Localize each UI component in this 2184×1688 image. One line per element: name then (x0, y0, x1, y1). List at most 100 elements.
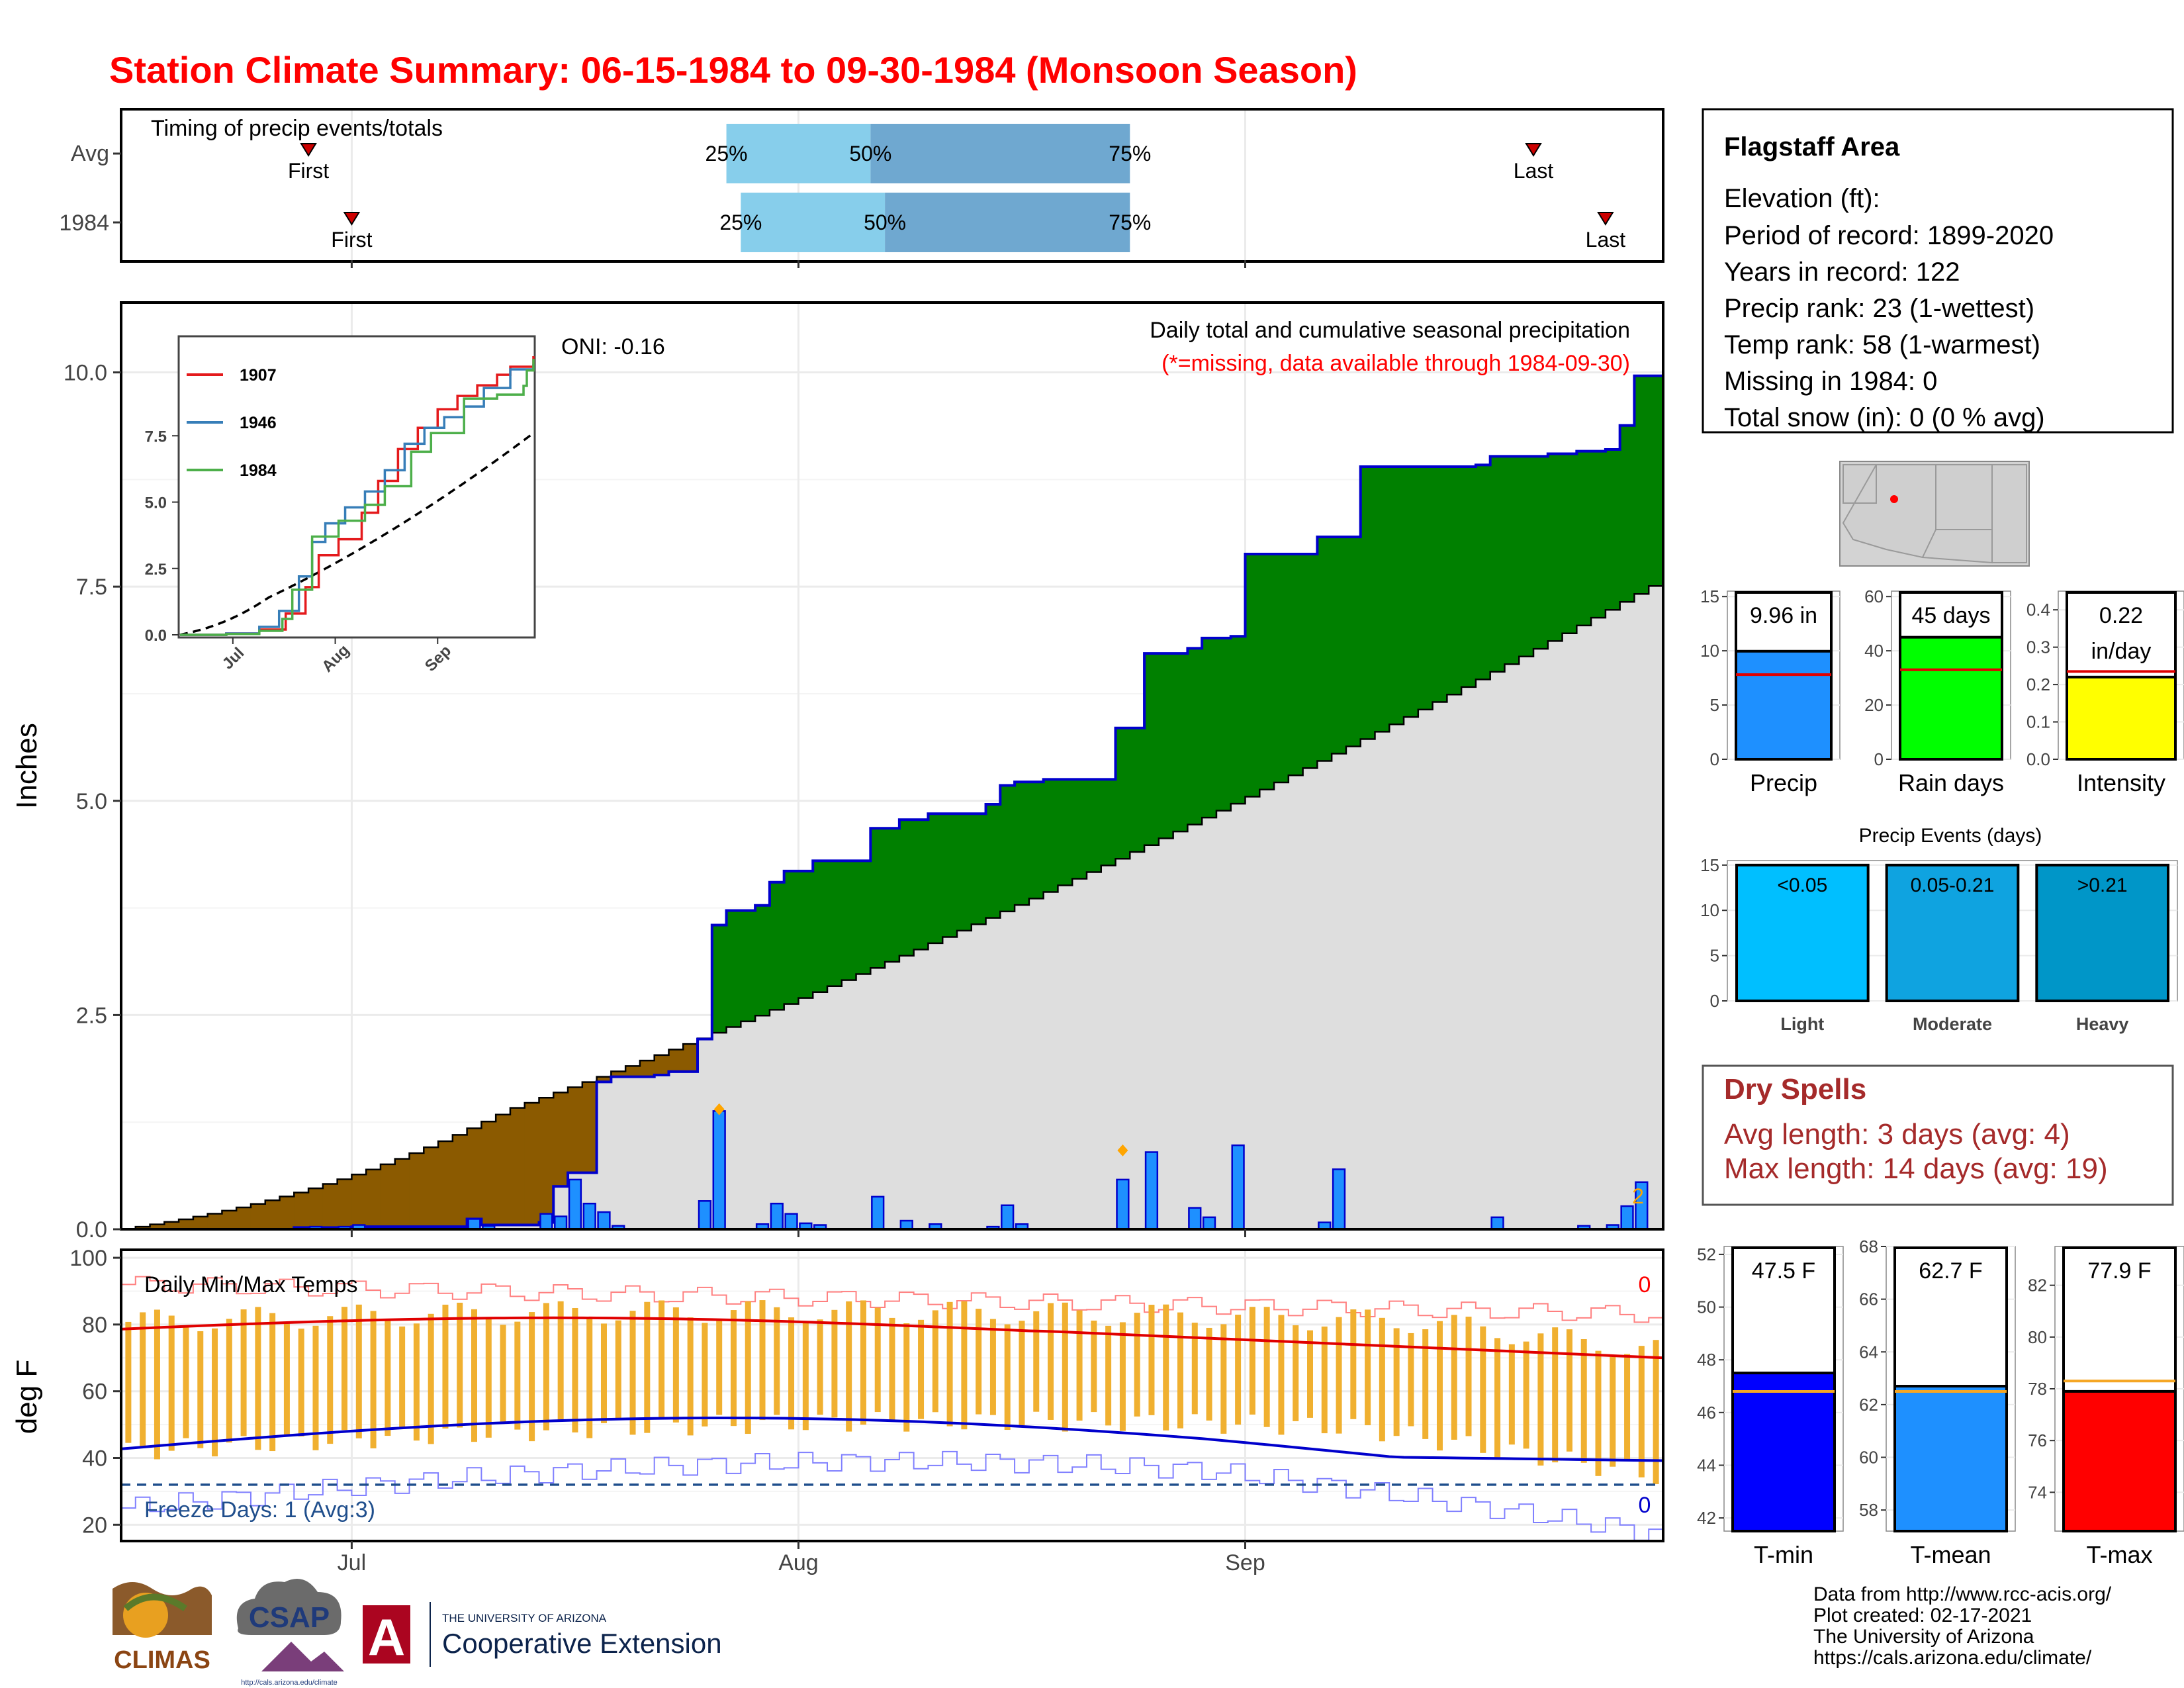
above-average-area (1317, 537, 1332, 761)
daily-max-marker (1117, 1144, 1128, 1156)
temp-y-tick-label: 60 (82, 1380, 107, 1405)
inset-series-line-1946 (180, 364, 535, 636)
timing-panel-label: Timing of precip events/totals (151, 116, 443, 141)
above-average-area (870, 828, 886, 968)
daily-precip-bar (568, 1178, 582, 1231)
daily-temp-range-bar (874, 1307, 881, 1413)
daily-temp-range-bar (860, 1300, 866, 1425)
above-average-area (1360, 466, 1375, 739)
below-average-area (654, 1055, 669, 1075)
above-average-area (1058, 779, 1073, 886)
temp-y-tick-label: 80 (82, 1313, 107, 1338)
below-average-area (193, 1216, 208, 1229)
rain-days-summary-chart: 0 20 40 60 45 days Rain days (1864, 586, 2011, 796)
daily-temp-range-bar (1235, 1315, 1242, 1425)
above-average-area (726, 910, 741, 1027)
daily-precip-bar (784, 1213, 798, 1231)
credit-line: https://cals.arizona.edu/climate/ (1813, 1647, 2092, 1669)
below-average-area (250, 1203, 266, 1229)
above-average-area (841, 861, 857, 980)
summary-y-tick-label: 48 (1697, 1350, 1716, 1370)
daily-temp-range-bar (1321, 1326, 1328, 1434)
summary-y-tick-label: 46 (1697, 1403, 1716, 1423)
precip-y-tick-label: 2.5 (76, 1003, 107, 1028)
below-average-area (539, 1098, 554, 1223)
inset-series-line-1907 (180, 356, 535, 636)
summary-y-tick-label: 64 (1859, 1342, 1878, 1362)
daily-precip-bar (554, 1215, 568, 1231)
daily-temp-range-bar (846, 1301, 852, 1432)
above-average-area (1504, 456, 1520, 665)
daily-temp-range-bar (1206, 1327, 1212, 1421)
inset-frame (177, 335, 536, 639)
above-average-area (769, 882, 785, 1010)
below-average-area (308, 1188, 324, 1228)
below-average-area (222, 1210, 237, 1229)
inset-y-tick-label: 2.5 (145, 561, 167, 579)
daily-temp-range-bar (1393, 1328, 1400, 1436)
above-average-area (1332, 537, 1347, 754)
daily-temp-range-bar (586, 1318, 593, 1438)
info-line: Temp rank: 58 (1-warmest) (1724, 330, 2040, 359)
daily-temp-range-bar (1350, 1309, 1357, 1419)
below-average-area (394, 1158, 410, 1227)
below-average-area (510, 1107, 525, 1225)
climas-logo-arc (123, 1593, 187, 1612)
summary-chart-label: Rain days (1898, 769, 2004, 796)
dry-spells-box: Dry Spells Avg length: 3 days (avg: 4) M… (1702, 1064, 2174, 1206)
summary-y-tick-label: 58 (1859, 1500, 1878, 1520)
summary-y-tick-label: 60 (1864, 586, 1884, 606)
daily-temp-range-bar (1033, 1311, 1040, 1412)
summary-y-tick-label: 60 (1859, 1448, 1878, 1468)
daily-temp-range-bar (370, 1311, 377, 1448)
daily-temp-range-bar (355, 1304, 362, 1438)
timing-panel: Timing of precip events/totals Avg 1984 … (59, 108, 1664, 268)
ua-logo-letter: A (368, 1608, 405, 1666)
below-average-area (279, 1196, 295, 1229)
above-average-area (1115, 727, 1130, 859)
precip-event-range-label: 0.05-0.21 (1911, 874, 1995, 896)
daily-temp-range-bar (918, 1319, 925, 1419)
daily-temp-range-bar (1048, 1303, 1054, 1420)
inset-y-tick-label: 5.0 (145, 494, 167, 512)
inset-legend-label: 1907 (240, 366, 277, 385)
precip-event-bar (1885, 863, 2020, 1003)
intensity-summary-chart: 0.0 0.1 0.2 0.3 0.4 0.22 in/day Intensity (2026, 590, 2184, 796)
precip-count-label: 2 (1632, 1184, 1644, 1208)
map-state-outline (1842, 464, 2027, 564)
timing-quartile-label: 50% (864, 211, 906, 234)
above-average-area (1302, 553, 1318, 769)
timing-last-label: Last (1586, 228, 1626, 252)
summary-chart-label: T-mean (1910, 1541, 1991, 1568)
above-average-area (985, 804, 1001, 918)
daily-temp-range-bar (1134, 1313, 1140, 1417)
daily-temp-range-bar (802, 1323, 809, 1430)
summary-value-label: 47.5 F (1752, 1258, 1815, 1284)
daily-temp-range-bar (514, 1321, 521, 1430)
summary-y-tick-label: 0.2 (2026, 675, 2050, 694)
daily-temp-range-bar (889, 1317, 895, 1422)
daily-precip-bar (1188, 1207, 1202, 1231)
summary-value-bar (1899, 635, 2003, 761)
csap-logo-mountain (261, 1642, 344, 1671)
above-average-area (1490, 456, 1505, 672)
below-average-area (322, 1184, 338, 1228)
below-average-area (265, 1200, 281, 1229)
above-average-area (971, 814, 987, 925)
below-average-area (452, 1135, 468, 1227)
below-average-area (424, 1147, 439, 1227)
inset-y-tick-label: 0.0 (145, 627, 167, 645)
inset-legend-label: 1946 (240, 414, 277, 432)
daily-temp-range-bar (976, 1309, 982, 1415)
events-y-tick-label: 5 (1710, 946, 1719, 966)
daily-precip-bar (1001, 1204, 1015, 1231)
below-average-area (366, 1169, 381, 1227)
summary-y-tick-label: 0.4 (2026, 600, 2050, 620)
summary-value-label: 0.22 (2099, 603, 2143, 628)
precip-y-tick-label: 7.5 (76, 575, 107, 600)
above-average-area (1547, 453, 1563, 641)
temperature-panel: Daily Min/Max Temps Freeze Days: 1 (Avg:… (11, 1246, 1664, 1575)
record-max-count: 0 (1639, 1272, 1651, 1297)
below-average-area (467, 1128, 482, 1219)
daily-temp-range-bar (716, 1319, 723, 1415)
